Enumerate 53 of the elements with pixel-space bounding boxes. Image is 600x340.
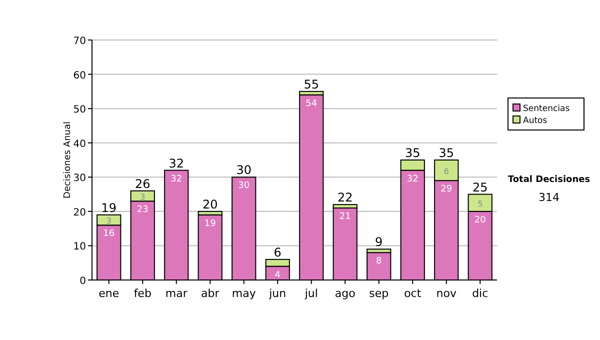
x-tick-label: abr <box>201 287 220 300</box>
total-label: 25 <box>472 180 488 194</box>
y-tick-label: 0 <box>80 276 86 287</box>
x-tick-label: nov <box>436 287 457 300</box>
total-label: 55 <box>304 77 320 92</box>
legend-label: Autos <box>523 116 548 126</box>
total-label: 19 <box>101 200 117 215</box>
data-label: 3 <box>140 192 146 202</box>
data-label: 21 <box>339 212 351 222</box>
x-tick-label: may <box>232 287 256 300</box>
y-tick-label: 60 <box>73 70 86 82</box>
x-tick-label: dic <box>472 287 488 300</box>
x-tick-label: sep <box>369 287 389 300</box>
data-label: 3 <box>106 216 112 226</box>
total-label: 35 <box>438 146 454 160</box>
total-label: 22 <box>337 190 353 205</box>
data-label: 23 <box>136 205 148 216</box>
total-label: 6 <box>274 245 282 260</box>
x-tick-label: jun <box>268 287 286 300</box>
data-label: 16 <box>103 229 115 240</box>
total-label: 26 <box>134 176 150 191</box>
total-label: 9 <box>375 235 383 250</box>
text: 314 <box>538 191 560 204</box>
data-label: 5 <box>478 199 483 208</box>
x-tick-label: ago <box>334 287 356 300</box>
y-tick-label: 50 <box>73 104 86 116</box>
x-tick-label: mar <box>165 287 188 300</box>
data-label: 20 <box>474 215 486 226</box>
data-label: 30 <box>238 181 250 192</box>
data-label: 32 <box>406 174 418 184</box>
y-tick-label: 10 <box>73 242 86 253</box>
total-label: 20 <box>202 197 218 212</box>
y-axis-title: Decisiones Anual <box>63 122 73 198</box>
y-tick-label: 70 <box>73 36 86 47</box>
y-tick-label: 20 <box>73 207 86 218</box>
data-label: 4 <box>274 270 281 280</box>
data-label: 19 <box>204 218 216 229</box>
total-label: 30 <box>236 163 252 178</box>
x-tick-label: feb <box>134 287 152 300</box>
total-label: 32 <box>168 156 184 170</box>
legend-label: Sentencias <box>523 104 570 114</box>
y-tick-label: 30 <box>73 173 86 184</box>
x-tick-label: ene <box>98 287 120 300</box>
total-label: 35 <box>404 146 420 160</box>
data-label: 8 <box>376 256 382 267</box>
x-tick-label: oct <box>404 287 422 300</box>
y-tick-label: 40 <box>73 138 86 150</box>
data-label: 29 <box>440 184 452 195</box>
x-tick-label: jul <box>304 287 318 300</box>
text: Total Decisiones <box>508 175 590 185</box>
data-label: 54 <box>306 98 318 109</box>
data-label: 32 <box>170 174 182 184</box>
data-label: 6 <box>444 166 449 176</box>
